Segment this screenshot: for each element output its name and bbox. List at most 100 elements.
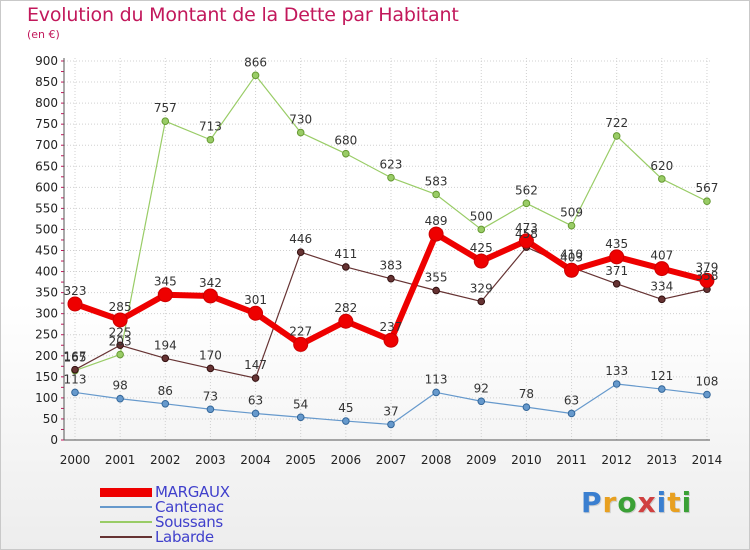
legend-label-soussans: Soussans [155, 513, 223, 531]
soussans-data-label: 500 [470, 209, 493, 223]
x-tick-label: 2012 [601, 453, 632, 467]
soussans-point [206, 135, 215, 144]
margaux-data-label: 435 [605, 237, 628, 251]
legend-swatch-labarde [100, 536, 152, 538]
x-tick-label: 2010 [511, 453, 542, 467]
logo-letter: o [617, 486, 638, 519]
cantenac-data-label: 121 [650, 369, 673, 383]
cantenac-point [522, 403, 531, 411]
cantenac-data-label: 73 [203, 389, 218, 403]
y-tick-label: 850 [35, 75, 58, 89]
x-tick-label: 2009 [466, 453, 497, 467]
soussans-data-label: 757 [154, 101, 177, 115]
x-tick-label: 2006 [331, 453, 362, 467]
margaux-point [157, 287, 173, 303]
cantenac-data-label: 98 [112, 379, 127, 393]
soussans-data-label: 623 [380, 158, 403, 172]
soussans-data-label: 866 [244, 55, 267, 69]
labarde-data-label: 334 [650, 279, 673, 293]
x-tick-label: 2008 [421, 453, 452, 467]
y-tick-label: 350 [35, 286, 58, 300]
soussans-data-label: 680 [334, 134, 357, 148]
cantenac-data-label: 113 [425, 372, 448, 386]
labarde-point [612, 279, 621, 288]
cantenac-data-label: 63 [248, 393, 263, 407]
margaux-point [67, 296, 83, 312]
chart-title: Evolution du Montant de la Dette par Hab… [27, 4, 459, 26]
x-tick-label: 2004 [240, 453, 271, 467]
margaux-point [518, 233, 534, 249]
soussans-data-label: 562 [515, 183, 538, 197]
y-tick-label: 250 [35, 328, 58, 342]
margaux-data-label: 425 [470, 241, 493, 255]
legend-swatch-margaux [100, 487, 152, 497]
logo-letter: P [581, 486, 603, 519]
margaux-point [564, 262, 580, 278]
labarde-data-label: 446 [289, 232, 312, 246]
y-tick-label: 700 [35, 138, 58, 152]
cantenac-point [477, 397, 486, 406]
labarde-point [658, 295, 666, 304]
labarde-data-label: 167 [64, 350, 87, 364]
logo-letter: i [681, 486, 693, 519]
soussans-data-label: 620 [650, 159, 673, 173]
labarde-point [116, 341, 124, 350]
cantenac-point [251, 409, 260, 418]
y-tick-label: 750 [35, 117, 58, 131]
cantenac-data-label: 108 [696, 375, 719, 389]
cantenac-data-label: 63 [564, 393, 579, 407]
legend-swatch-cantenac [100, 506, 152, 508]
margaux-data-label: 489 [425, 214, 448, 228]
legend-label-labarde: Labarde [155, 528, 214, 546]
labarde-data-label: 147 [244, 358, 267, 372]
margaux-point [699, 272, 715, 288]
margaux-point [112, 312, 128, 328]
soussans-point [387, 173, 395, 182]
soussans-data-label: 203 [109, 335, 132, 349]
y-tick-label: 300 [35, 307, 58, 321]
cantenac-point [161, 399, 170, 408]
labarde-point [161, 354, 170, 363]
soussans-point [116, 350, 124, 359]
labarde-data-label: 410 [560, 247, 583, 261]
cantenac-point [71, 388, 79, 397]
margaux-point [383, 332, 399, 348]
y-tick-label: 450 [35, 244, 58, 258]
y-tick-label: 0 [50, 433, 58, 447]
cantenac-point [116, 394, 124, 403]
margaux-point [654, 261, 670, 277]
soussans-point [703, 197, 711, 206]
cantenac-data-label: 86 [158, 384, 173, 398]
cantenac-data-label: 92 [474, 381, 489, 395]
y-tick-label: 500 [35, 222, 58, 236]
soussans-data-label: 722 [605, 116, 628, 130]
cantenac-point [206, 405, 215, 414]
margaux-point [248, 305, 264, 321]
x-tick-label: 2013 [647, 453, 678, 467]
labarde-data-label: 355 [425, 271, 448, 285]
margaux-data-label: 285 [109, 300, 132, 314]
x-tick-label: 2014 [692, 453, 723, 467]
cantenac-point [567, 409, 576, 418]
margaux-data-label: 323 [64, 284, 87, 298]
logo-letter: x [637, 486, 657, 519]
x-tick-label: 2002 [150, 453, 181, 467]
logo-letter: r [602, 486, 618, 519]
y-tick-label: 50 [43, 412, 58, 426]
labarde-point [387, 274, 395, 283]
x-tick-label: 2011 [556, 453, 587, 467]
soussans-point [522, 199, 531, 208]
cantenac-point [432, 388, 440, 397]
cantenac-point [703, 390, 711, 399]
y-tick-label: 600 [35, 180, 58, 194]
cantenac-point [612, 380, 621, 388]
cantenac-data-label: 37 [383, 404, 398, 418]
legend-label-margaux: MARGAUX [155, 483, 230, 501]
labarde-data-label: 194 [154, 338, 177, 352]
labarde-point [296, 248, 305, 256]
legend-label-cantenac: Cantenac [155, 498, 224, 516]
labarde-point [206, 364, 215, 373]
soussans-point [161, 117, 170, 126]
soussans-data-label: 713 [199, 120, 222, 134]
